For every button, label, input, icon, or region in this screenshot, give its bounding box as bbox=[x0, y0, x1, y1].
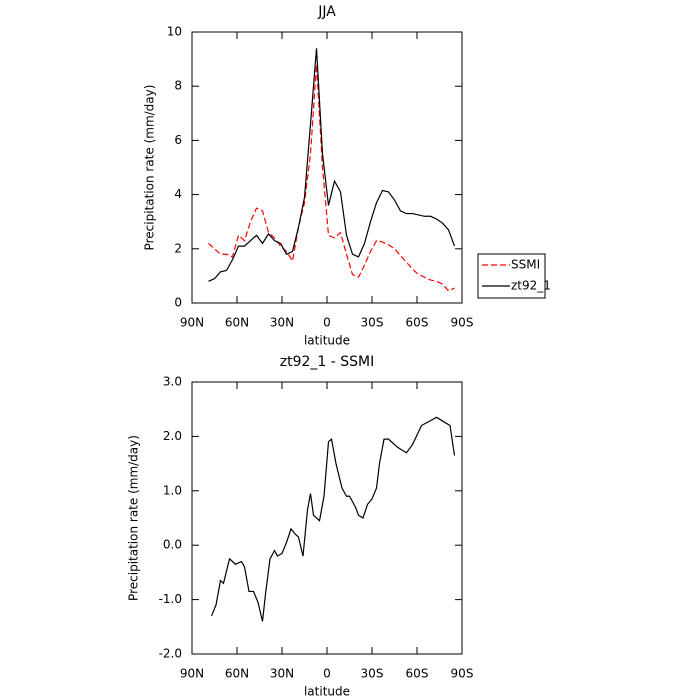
x-tick-label: 90N bbox=[180, 316, 204, 330]
legend-box bbox=[477, 253, 546, 299]
chart-title: JJA bbox=[317, 4, 336, 20]
y-tick-label: 2.0 bbox=[163, 429, 182, 443]
y-axis-label: Precipitation rate (mm/day) bbox=[143, 85, 157, 251]
x-tick-label: 90S bbox=[451, 316, 474, 330]
x-tick-label: 30S bbox=[361, 667, 384, 681]
y-tick-label: 0 bbox=[174, 296, 182, 310]
y-tick-label: 4 bbox=[174, 187, 182, 201]
y-tick-label: 3.0 bbox=[163, 375, 182, 389]
x-tick-label: 30S bbox=[361, 316, 384, 330]
y-tick-label: -2.0 bbox=[159, 647, 182, 661]
x-tick-label: 0 bbox=[323, 667, 331, 681]
series-line bbox=[208, 64, 455, 292]
plot-frame bbox=[191, 381, 463, 655]
y-tick-label: 0.0 bbox=[163, 538, 182, 552]
y-tick-label: 8 bbox=[174, 79, 182, 93]
x-tick-label: 0 bbox=[323, 316, 331, 330]
plot-frame bbox=[191, 31, 463, 304]
y-tick-label: 1.0 bbox=[163, 483, 182, 497]
legend-label: zt92_1 bbox=[511, 279, 551, 293]
x-tick-label: 90S bbox=[451, 667, 474, 681]
legend-label: SSMI bbox=[511, 258, 540, 272]
x-tick-label: 60N bbox=[225, 667, 249, 681]
x-axis-label: latitude bbox=[304, 685, 350, 699]
y-tick-label: -1.0 bbox=[159, 592, 182, 606]
x-axis-label: latitude bbox=[304, 334, 350, 348]
y-tick-label: 6 bbox=[174, 133, 182, 147]
x-tick-label: 30N bbox=[270, 316, 294, 330]
x-tick-label: 90N bbox=[180, 667, 204, 681]
y-tick-label: 10 bbox=[167, 25, 182, 39]
chart-title: zt92_1 - SSMI bbox=[280, 354, 375, 370]
x-tick-label: 60S bbox=[406, 667, 429, 681]
x-tick-label: 30N bbox=[270, 667, 294, 681]
y-tick-label: 2 bbox=[174, 241, 182, 255]
x-tick-label: 60N bbox=[225, 316, 249, 330]
series-line bbox=[210, 416, 456, 622]
x-tick-label: 60S bbox=[406, 316, 429, 330]
series-line bbox=[208, 48, 456, 282]
y-axis-label: Precipitation rate (mm/day) bbox=[127, 435, 141, 601]
